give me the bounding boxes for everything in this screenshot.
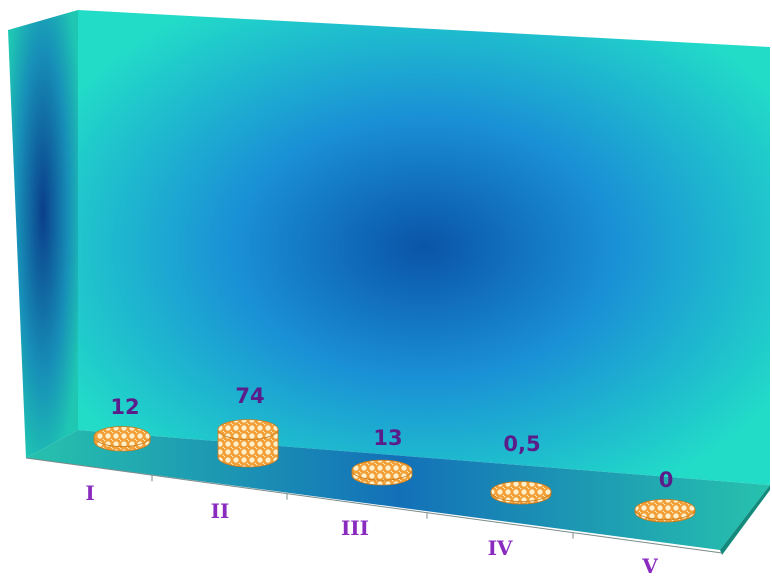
category-label-iv: IV [488, 536, 513, 560]
value-label-iii: 13 [373, 426, 402, 450]
category-label-i: I [85, 481, 94, 505]
bars [93, 419, 696, 523]
bar-v [634, 499, 696, 523]
bar-ii [217, 419, 279, 468]
bar-top-ii [217, 419, 279, 441]
back-wall [78, 10, 770, 485]
bar-top-iv [490, 481, 552, 502]
side-wall [8, 10, 78, 458]
bar-iii [351, 459, 413, 486]
value-label-i: 12 [110, 395, 139, 419]
bar-top-iii [351, 459, 413, 481]
bar-top-v [634, 499, 696, 520]
value-label-iv: 0,5 [503, 432, 540, 456]
x-axis-line [25, 457, 723, 554]
bar-top-i [93, 426, 151, 447]
floor [26, 430, 770, 550]
value-label-v: 0 [659, 468, 674, 492]
bar-body-ii [217, 429, 279, 468]
category-label-iii: III [341, 516, 369, 540]
floor-front-edge [720, 485, 770, 555]
category-label-ii: II [211, 499, 230, 523]
bar-i [93, 426, 151, 452]
value-label-ii: 74 [235, 384, 264, 408]
category-label-v: V [641, 554, 658, 578]
bar-iv [490, 481, 552, 505]
x-axis-ticks [151, 475, 574, 539]
